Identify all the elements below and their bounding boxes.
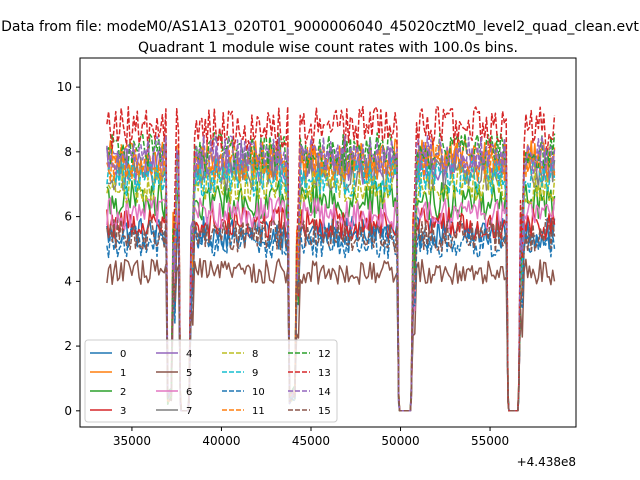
legend-frame — [84, 339, 338, 423]
legend-label-15: 15 — [318, 406, 331, 417]
x-tick-label: 40000 — [202, 434, 240, 448]
legend-label-10: 10 — [252, 387, 265, 398]
legend-label-2: 2 — [120, 387, 126, 398]
series-layer — [106, 105, 556, 412]
y-tick-label: 2 — [64, 339, 72, 353]
legend-label-0: 0 — [120, 349, 126, 360]
series-line-14 — [106, 134, 556, 412]
legend-label-9: 9 — [252, 368, 258, 379]
y-tick-label: 4 — [64, 274, 72, 288]
x-tick-label: 55000 — [471, 434, 509, 448]
legend-label-7: 7 — [186, 406, 192, 417]
x-tick-label: 35000 — [113, 434, 151, 448]
legend-label-1: 1 — [120, 368, 126, 379]
chart-title: Quadrant 1 module wise count rates with … — [138, 40, 518, 56]
x-tick-label: 50000 — [381, 434, 419, 448]
plot-frame — [79, 57, 577, 428]
legend-label-13: 13 — [318, 368, 331, 379]
legend-label-14: 14 — [318, 387, 331, 398]
legend-label-12: 12 — [318, 349, 331, 360]
x-axis: 35000 40000 45000 50000 55000 — [113, 427, 509, 448]
legend-label-5: 5 — [186, 368, 192, 379]
legend-label-4: 4 — [186, 349, 192, 360]
y-tick-label: 8 — [64, 145, 72, 159]
x-offset-label: +4.438e8 — [517, 455, 576, 469]
legend-label-6: 6 — [186, 387, 192, 398]
y-tick-label: 10 — [57, 80, 72, 94]
y-tick-label: 6 — [64, 210, 72, 224]
legend-label-3: 3 — [120, 406, 126, 417]
y-axis: 0 2 4 6 8 10 — [57, 80, 80, 418]
y-tick-label: 0 — [64, 404, 72, 418]
figure-suptitle: Data from file: modeM0/AS1A13_020T01_900… — [1, 19, 639, 35]
legend-label-8: 8 — [252, 349, 258, 360]
x-tick-label: 45000 — [292, 434, 330, 448]
legend-label-11: 11 — [252, 406, 265, 417]
